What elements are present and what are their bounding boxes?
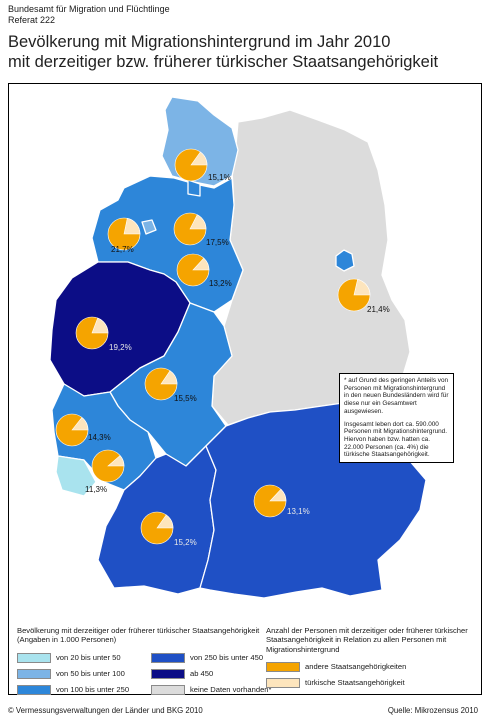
region-bremen — [141, 219, 157, 235]
legend-swatch-450-plus — [151, 669, 185, 679]
pie-label-baden-wuerttemberg: 15,2% — [174, 538, 197, 547]
legend-title-share: Anzahl der Personen mit derzeitiger oder… — [266, 626, 468, 654]
pie-baden-wuerttemberg-turkish — [156, 514, 174, 529]
agency-name: Bundesamt für Migration und Flüchtlinge … — [8, 4, 170, 26]
department-line: Referat 222 — [8, 15, 56, 25]
pie-saarland-turkish — [107, 455, 125, 467]
footer-copyright: © Vermessungsverwaltungen der Länder und… — [8, 706, 203, 715]
legend-label-450-plus: ab 450 — [190, 669, 214, 678]
region-berlin — [335, 249, 355, 272]
pie-label-hessen: 15,5% — [174, 394, 197, 403]
pie-bayern-turkish — [269, 488, 287, 502]
legend-label-no-data: keine Daten vorhanden* — [190, 685, 272, 694]
legend-swatch-20-50 — [17, 653, 51, 663]
region-hamburg — [187, 179, 201, 197]
note-text-1: * auf Grund des geringen Anteils von Per… — [344, 377, 449, 415]
note-box: * auf Grund des geringen Anteils von Per… — [339, 373, 454, 464]
pie-bremen-turkish — [192, 257, 210, 271]
pie-label-hamburg: 17,5% — [206, 238, 229, 247]
legend-swatch-no-data — [151, 685, 185, 695]
pie-nordrhein-westfalen-turkish — [91, 317, 109, 334]
pie-label-bremen: 13,2% — [209, 279, 232, 288]
legend-swatch-100-250 — [17, 685, 51, 695]
legend-swatch-turkish-citizenship — [266, 678, 300, 688]
pie-label-schleswig-holstein: 15,1% — [208, 173, 231, 182]
pie-hessen-turkish — [160, 370, 178, 385]
region-saarland — [55, 455, 97, 497]
page-title: Bevölkerung mit Migrationshintergrund im… — [8, 32, 438, 72]
agency-line: Bundesamt für Migration und Flüchtlinge — [8, 4, 170, 14]
pie-hamburg-turkish — [189, 214, 207, 230]
legend-label-other-citizenship: andere Staatsangehörigkeiten — [305, 662, 407, 671]
legend-label-turkish-citizenship: türkische Staatsangehörigkeit — [305, 678, 405, 687]
note-text-2: Insgesamt leben dort ca. 590.000 Persone… — [344, 420, 448, 459]
legend-label-20-50: von 20 bis unter 50 — [56, 653, 121, 662]
pie-niedersachsen-turkish — [123, 217, 141, 235]
pie-rheinland-pfalz-turkish — [71, 417, 89, 431]
pie-schleswig-holstein-turkish — [190, 151, 208, 166]
title-line-2: mit derzeitiger bzw. früherer türkischer… — [8, 53, 439, 71]
pie-label-nordrhein-westfalen: 19,2% — [109, 343, 132, 352]
legend-label-100-250: von 100 bis unter 250 — [56, 685, 130, 694]
legend-label-50-100: von 50 bis unter 100 — [56, 669, 125, 678]
pie-label-bayern: 13,1% — [287, 507, 310, 516]
legend-swatch-250-450 — [151, 653, 185, 663]
legend-label-250-450: von 250 bis unter 450 — [190, 653, 264, 662]
footer-source: Quelle: Mikrozensus 2010 — [387, 706, 478, 715]
map-frame — [8, 83, 482, 695]
legend-swatch-50-100 — [17, 669, 51, 679]
legend-swatch-other-citizenship — [266, 662, 300, 672]
pie-berlin-turkish — [353, 279, 371, 296]
title-line-1: Bevölkerung mit Migrationshintergrund im… — [8, 33, 391, 51]
pie-label-rheinland-pfalz: 14,3% — [88, 433, 111, 442]
legend-title-population: Bevölkerung mit derzeitiger oder frühere… — [17, 626, 260, 645]
pie-charts — [55, 148, 371, 545]
pie-label-berlin: 21,4% — [367, 305, 390, 314]
pie-label-saarland: 11,3% — [85, 485, 108, 494]
pie-label-niedersachsen: 21,7% — [111, 245, 134, 254]
